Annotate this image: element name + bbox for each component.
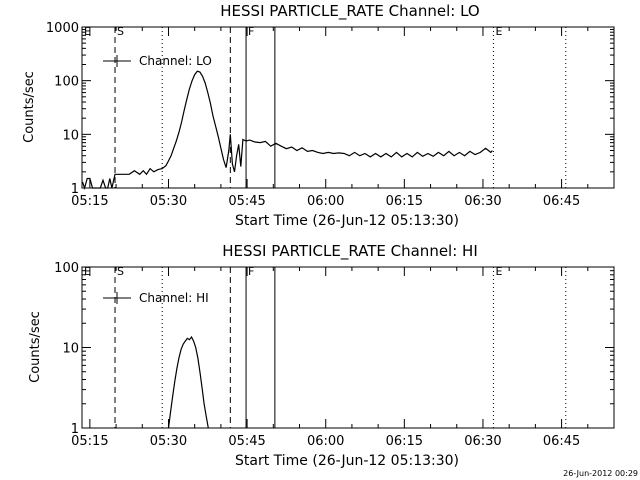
hi-x-tick-label: 06:30 <box>464 434 501 449</box>
lo-x-tick-label: 05:30 <box>150 194 187 209</box>
lo-edge-marker-label: E <box>84 25 91 38</box>
lo-x-tick-label: 06:00 <box>307 194 344 209</box>
lo-x-tick-label: 05:45 <box>228 194 265 209</box>
hi-y-tick-label: 1 <box>71 422 79 437</box>
hi-edge-marker-label: E <box>84 265 91 278</box>
hi-x-tick-label: 05:30 <box>150 434 187 449</box>
hi-channel-panel: HESSI PARTICLE_RATE Channel: HI Counts/s… <box>28 242 615 469</box>
hi-y-tick-label: 100 <box>54 261 79 276</box>
lo-y-tick-label: 1 <box>71 182 79 197</box>
lo-chart-title: HESSI PARTICLE_RATE Channel: LO <box>220 2 479 21</box>
lo-x-tick-label: 05:15 <box>71 194 108 209</box>
lo-channel-panel: HESSI PARTICLE_RATE Channel: LO Counts/s… <box>22 2 615 229</box>
lo-marker-label: S <box>117 25 124 38</box>
lo-x-tick-label: 06:45 <box>543 194 580 209</box>
hi-legend-label: Channel: HI <box>139 291 209 305</box>
hi-x-tick-label: 05:45 <box>228 434 265 449</box>
hi-x-axis-label: Start Time (26-Jun-12 05:13:30) <box>235 453 459 469</box>
lo-y-tick-label: 10 <box>62 128 79 143</box>
hi-y-axis-label: Counts/sec <box>28 311 43 383</box>
lo-x-tick-label: 06:15 <box>386 194 423 209</box>
hi-rate-series-line <box>167 335 209 429</box>
lo-legend: Channel: LO <box>103 54 212 68</box>
lo-legend-label: Channel: LO <box>139 54 212 68</box>
hi-chart-title: HESSI PARTICLE_RATE Channel: HI <box>222 242 478 261</box>
hi-x-tick-label: 06:45 <box>543 434 580 449</box>
lo-y-axis-label: Counts/sec <box>22 71 37 143</box>
hi-marker-label: F <box>248 265 254 278</box>
lo-x-axis-label: Start Time (26-Jun-12 05:13:30) <box>235 213 459 229</box>
hi-x-tick-label: 05:15 <box>71 434 108 449</box>
hi-x-tick-label: 06:15 <box>386 434 423 449</box>
lo-marker-label: F <box>248 25 254 38</box>
hi-marker-label: S <box>117 265 124 278</box>
lo-marker-label: E <box>495 25 502 38</box>
footer-timestamp: 26-Jun-2012 00:29 <box>563 469 638 478</box>
hi-x-tick-label: 06:00 <box>307 434 344 449</box>
hi-marker-label: E <box>495 265 502 278</box>
lo-y-tick-label: 1000 <box>46 21 79 36</box>
lo-x-tick-label: 06:30 <box>464 194 501 209</box>
hi-y-tick-label: 10 <box>62 342 79 357</box>
lo-rate-series-line <box>81 70 493 191</box>
lo-y-tick-label: 100 <box>54 75 79 90</box>
lo-plot-frame <box>81 26 615 189</box>
hi-legend: Channel: HI <box>103 291 209 305</box>
